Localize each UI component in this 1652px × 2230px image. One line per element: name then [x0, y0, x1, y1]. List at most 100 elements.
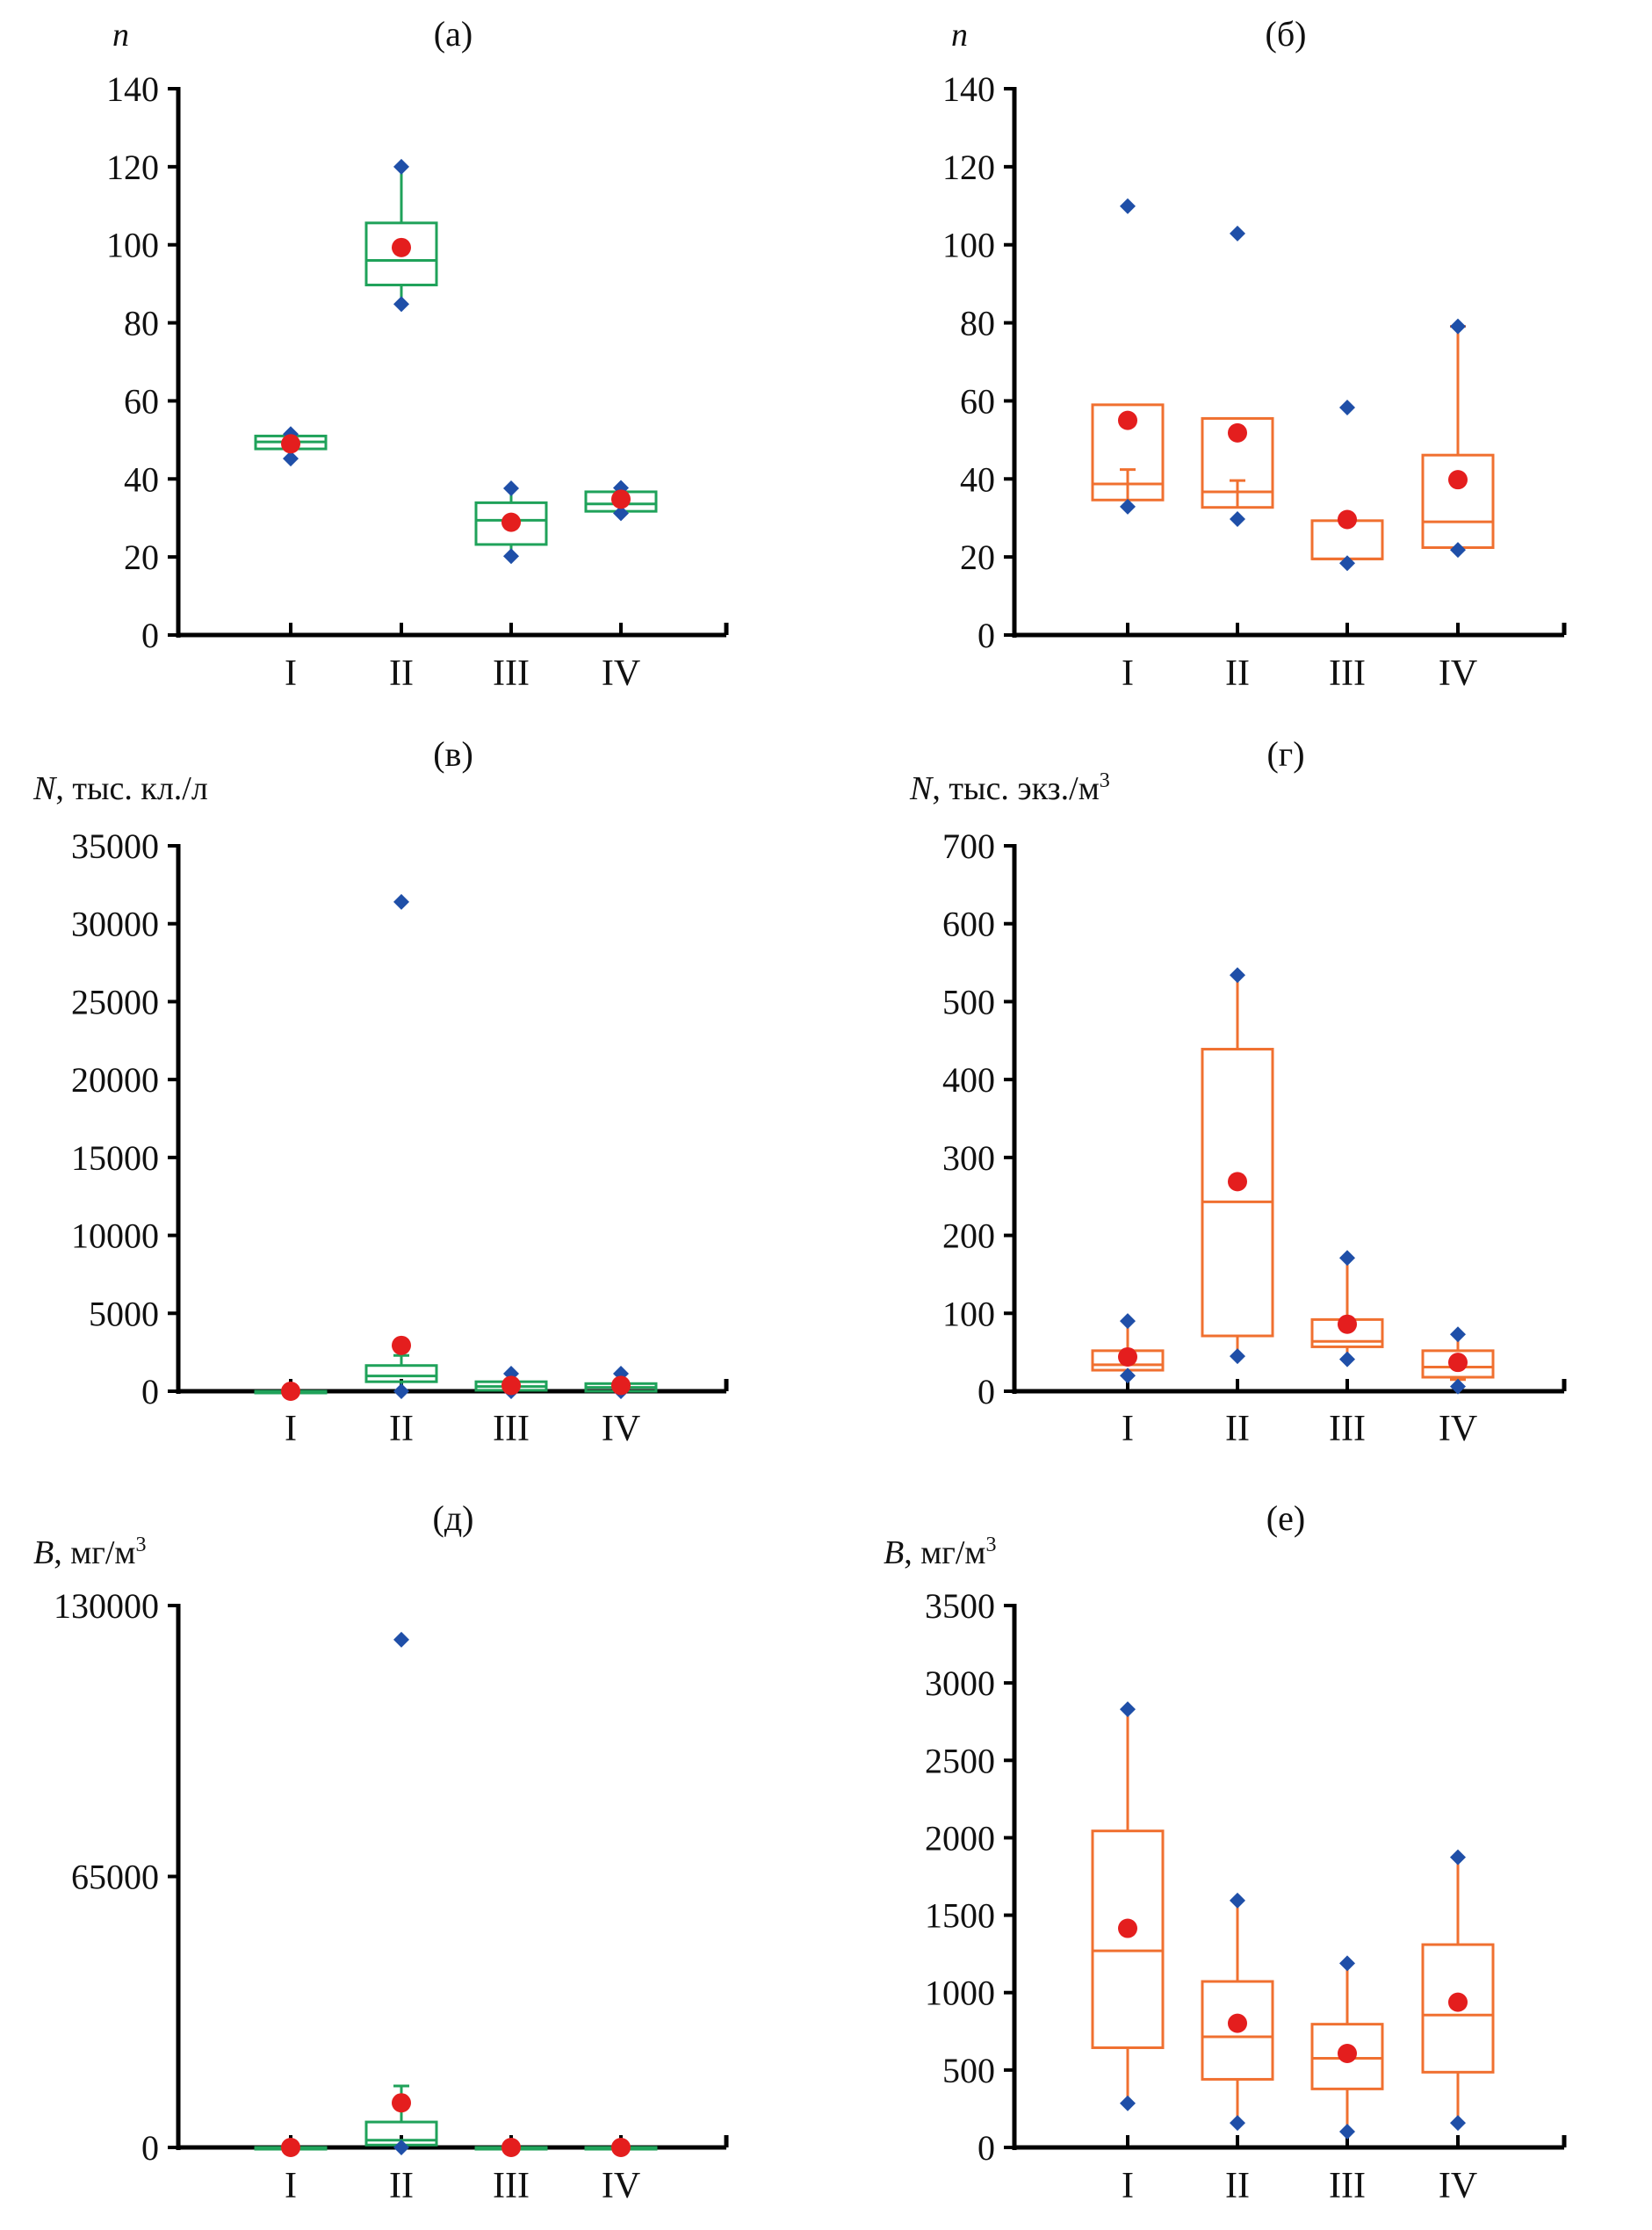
max-marker — [1339, 1250, 1355, 1267]
y-tick-label: 500 — [942, 982, 995, 1021]
y-axis-title: B, мг/м3 — [884, 1534, 996, 1571]
mean-marker — [501, 2138, 521, 2157]
x-tick-label: II — [1225, 2166, 1250, 2206]
y-tick-label: 140 — [942, 69, 995, 109]
min-marker — [283, 451, 299, 467]
min-marker — [1120, 2095, 1136, 2111]
x-tick-label: IV — [1439, 2166, 1477, 2206]
y-tick-label: 0 — [977, 1372, 995, 1411]
mean-marker — [1338, 509, 1357, 530]
y-tick-label: 2500 — [925, 1741, 995, 1780]
mean-marker — [1448, 470, 1468, 490]
min-marker — [1450, 542, 1466, 559]
box-iqr — [1201, 1980, 1274, 2081]
y-tick-label: 20 — [124, 538, 159, 577]
y-axis-title: n — [112, 17, 129, 54]
box-iqr — [1421, 1943, 1495, 2074]
x-tick-label: I — [1122, 2166, 1134, 2206]
y-tick-label: 15000 — [71, 1138, 159, 1178]
x-tick-label: II — [1225, 653, 1250, 694]
x-tick-label: I — [285, 1409, 297, 1449]
y-tick-label: 500 — [942, 2051, 995, 2090]
mean-marker — [392, 2093, 411, 2113]
y-tick-label: 120 — [942, 148, 995, 187]
y-tick-label: 80 — [124, 304, 159, 343]
y-tick-label: 40 — [124, 459, 159, 499]
box-II — [364, 893, 438, 1399]
min-marker — [1230, 1348, 1245, 1365]
box-iqr — [1201, 416, 1274, 509]
min-marker — [1230, 511, 1245, 528]
mean-marker — [1118, 1346, 1137, 1367]
y-tick-label: 0 — [141, 1372, 159, 1411]
max-marker — [393, 158, 409, 175]
mean-marker — [1448, 1353, 1468, 1373]
mean-marker — [501, 512, 521, 532]
box-I — [254, 2138, 328, 2157]
max-marker — [393, 1631, 409, 1648]
y-tick-label: 40 — [960, 459, 995, 499]
min-marker — [503, 548, 519, 565]
box-II — [1201, 967, 1274, 1365]
box-iqr — [364, 221, 438, 286]
mean-marker — [611, 1375, 631, 1396]
box-II — [1201, 225, 1274, 528]
y-axis-title: n — [951, 17, 968, 54]
y-axis-variable: n — [951, 17, 968, 54]
box-III — [1310, 399, 1384, 572]
y-tick-label: 80 — [960, 304, 995, 343]
y-axis-title: N, тыс. экз./м3 — [909, 769, 1110, 807]
panel-title: (в) — [433, 734, 473, 774]
max-marker — [1230, 1892, 1245, 1909]
box-III — [474, 1365, 548, 1399]
mean-marker — [1228, 1172, 1247, 1192]
box-iqr — [1421, 453, 1495, 549]
box-IV — [1421, 318, 1495, 559]
y-tick-label: 1500 — [925, 1896, 995, 1936]
box-IV — [1421, 1849, 1495, 2132]
max-marker — [1450, 1326, 1466, 1343]
y-axis-unit-superscript: 3 — [1100, 769, 1110, 792]
x-tick-label: IV — [602, 2166, 640, 2206]
y-tick-label: 5000 — [89, 1294, 159, 1333]
mean-marker — [611, 2138, 631, 2157]
max-marker — [1450, 1849, 1466, 1866]
y-tick-label: 100 — [942, 1294, 995, 1333]
x-tick-label: I — [285, 653, 297, 694]
panel-title: (б) — [1266, 14, 1307, 54]
x-tick-label: III — [1329, 1409, 1366, 1449]
mean-marker — [1448, 1992, 1468, 2012]
max-marker — [1120, 198, 1136, 214]
y-axis-unit-superscript: 3 — [135, 1534, 146, 1556]
y-tick-label: 20000 — [71, 1060, 159, 1100]
mean-marker — [501, 1375, 521, 1396]
y-tick-label: 3500 — [925, 1586, 995, 1626]
y-tick-label: 200 — [942, 1216, 995, 1256]
y-tick-label: 60 — [124, 381, 159, 421]
y-axis-unit: , тыс. кл./л — [55, 770, 207, 807]
x-tick-label: III — [1329, 2166, 1366, 2206]
y-tick-label: 20 — [960, 538, 995, 577]
y-tick-label: 35000 — [71, 826, 159, 866]
y-axis-variable: N — [909, 770, 934, 807]
mean-marker — [281, 434, 300, 454]
y-tick-label: 120 — [106, 148, 159, 187]
y-axis-variable: n — [112, 17, 129, 54]
box-II — [364, 1631, 438, 2155]
x-tick-label: I — [285, 2166, 297, 2206]
min-marker — [1339, 555, 1355, 572]
y-axis-unit-superscript: 3 — [985, 1534, 996, 1556]
max-marker — [503, 480, 519, 496]
panel-title: (г) — [1266, 734, 1304, 774]
y-tick-label: 100 — [106, 226, 159, 265]
y-axis-unit: , тыс. экз./м — [932, 770, 1099, 807]
y-tick-label: 600 — [942, 905, 995, 944]
box-III — [1310, 1250, 1384, 1368]
box-iqr — [1091, 1829, 1165, 2049]
y-tick-label: 0 — [977, 616, 995, 655]
y-tick-label: 60 — [960, 381, 995, 421]
x-tick-label: II — [389, 653, 414, 694]
mean-marker — [1228, 2013, 1247, 2033]
